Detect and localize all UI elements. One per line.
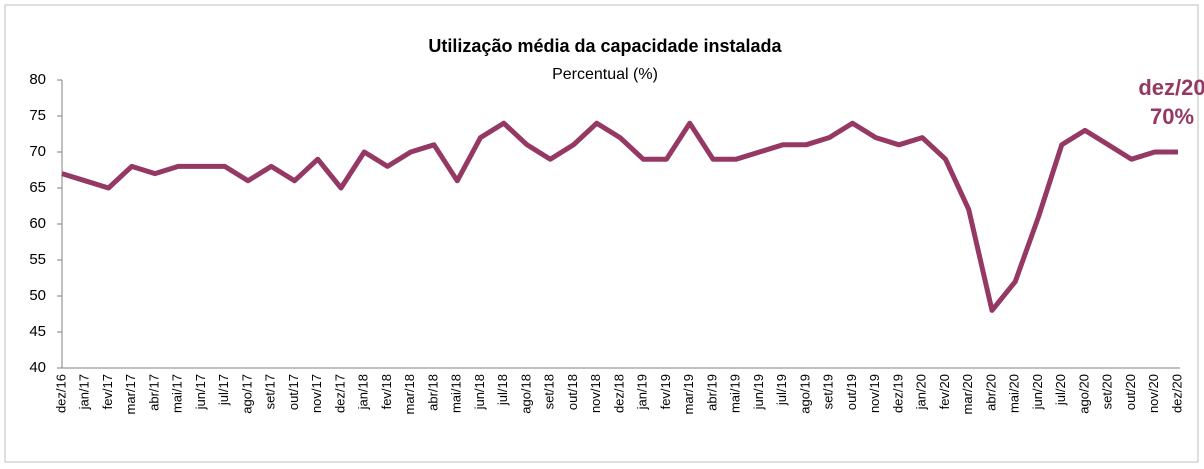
x-tick-label: jan/19 [635,374,650,410]
x-tick-label: jun/17 [193,374,208,410]
x-tick-label: mar/19 [681,374,696,414]
x-tick-label: out/19 [844,374,859,410]
y-tick-label: 80 [29,71,46,88]
x-tick-label: out/20 [1123,374,1138,410]
x-tick-label: mai/18 [449,374,464,413]
x-tick-label: fev/17 [100,374,115,409]
x-tick-label: fev/20 [937,374,952,409]
x-tick-label: ago/18 [518,374,533,414]
chart-subtitle: Percentual (%) [552,66,658,83]
x-tick-label: abr/17 [146,374,161,411]
x-tick-label: mai/19 [728,374,743,413]
x-tick-label: fev/19 [658,374,673,409]
x-tick-label: dez/20 [1169,374,1184,413]
x-tick-label: nov/19 [867,374,882,413]
x-tick-label: jan/18 [356,374,371,410]
x-tick-label: mar/20 [960,374,975,414]
x-tick-label: set/19 [821,374,836,409]
x-tick-label: dez/19 [890,374,905,413]
y-tick-label: 70 [29,143,46,160]
x-tick-label: ago/17 [239,374,254,414]
y-tick-label: 75 [29,107,46,124]
x-tick-label: dez/17 [332,374,347,413]
chart-title: Utilização média da capacidade instalada [428,36,782,56]
x-tick-label: abr/19 [704,374,719,411]
data-line [61,120,1178,313]
x-tick-label: abr/18 [425,374,440,411]
x-tick-label: jul/18 [495,374,510,406]
x-tick-label: ago/20 [1076,374,1091,414]
x-tick-label: nov/20 [1146,374,1161,413]
annotation: 70% [1150,104,1194,129]
x-tick-label: jul/20 [1053,374,1068,406]
x-tick-label: set/18 [542,374,557,409]
x-tick-label: jan/20 [914,374,929,410]
y-tick-label: 40 [29,359,46,376]
x-tick-label: nov/18 [588,374,603,413]
x-tick-label: dez/18 [611,374,626,413]
x-tick-label: nov/17 [309,374,324,413]
x-tick-label: jun/18 [472,374,487,410]
annotation: dez/20 [1138,75,1204,100]
x-tick-label: jul/17 [216,374,231,406]
x-tick-label: dez/16 [53,374,68,413]
x-tick-label: ago/19 [797,374,812,414]
x-tick-label: fev/18 [379,374,394,409]
y-tick-label: 60 [29,215,46,232]
x-tick-label: jan/17 [77,374,92,410]
chart-border [4,4,1199,463]
x-tick-label: out/17 [286,374,301,410]
y-tick-label: 55 [29,251,46,268]
x-tick-label: mar/18 [402,374,417,414]
x-tick-label: out/18 [565,374,580,410]
y-tick-label: 50 [29,287,46,304]
y-tick-label: 65 [29,179,46,196]
x-tick-label: set/20 [1100,374,1115,409]
x-tick-label: mar/17 [123,374,138,414]
x-tick-label: set/17 [263,374,278,409]
x-tick-label: mai/17 [170,374,185,413]
x-tick-label: jul/19 [774,374,789,406]
x-tick-label: jun/20 [1030,374,1045,410]
x-tick-label: mai/20 [1007,374,1022,413]
x-tick-label: abr/20 [983,374,998,411]
y-tick-label: 45 [29,323,46,340]
x-tick-label: jun/19 [751,374,766,410]
